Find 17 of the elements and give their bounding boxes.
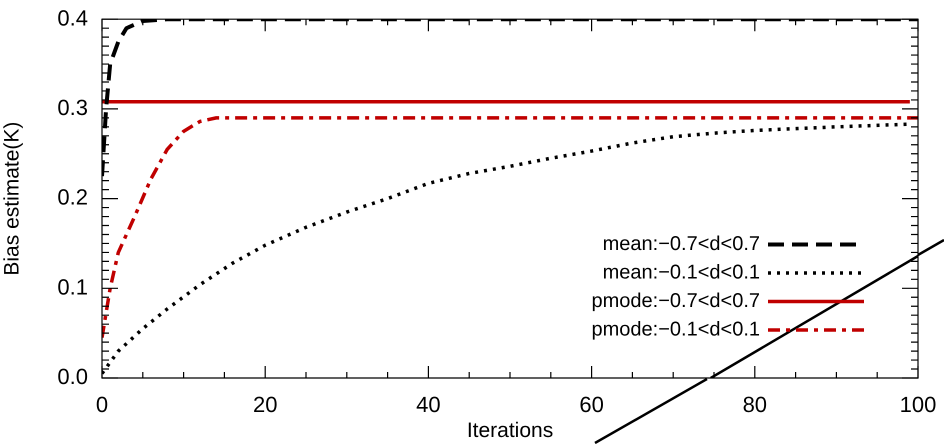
x-tick-label: 60	[579, 392, 604, 418]
y-axis-title: Bias estimate(K)	[0, 122, 24, 276]
x-tick-label: 100	[900, 392, 936, 418]
x-tick-label: 80	[742, 392, 768, 418]
x-tick-label: 40	[416, 392, 441, 418]
x-tick-label: 20	[252, 392, 278, 418]
legend-label: pmode:−0.1<d<0.1	[592, 318, 760, 341]
y-tick-label: 0.1	[57, 274, 88, 300]
x-tick-label: 0	[96, 392, 108, 418]
y-tick-label: 0.4	[57, 5, 88, 30]
legend-label: mean:−0.1<d<0.1	[602, 262, 760, 284]
legend-label: mean:−0.7<d<0.7	[602, 233, 760, 256]
y-tick-label: 0.0	[57, 364, 88, 390]
y-tick-label: 0.2	[57, 184, 88, 210]
y-tick-label: 0.3	[57, 94, 88, 120]
legend-label: pmode:−0.7<d<0.7	[592, 290, 760, 312]
x-axis-title: Iterations	[466, 419, 554, 442]
